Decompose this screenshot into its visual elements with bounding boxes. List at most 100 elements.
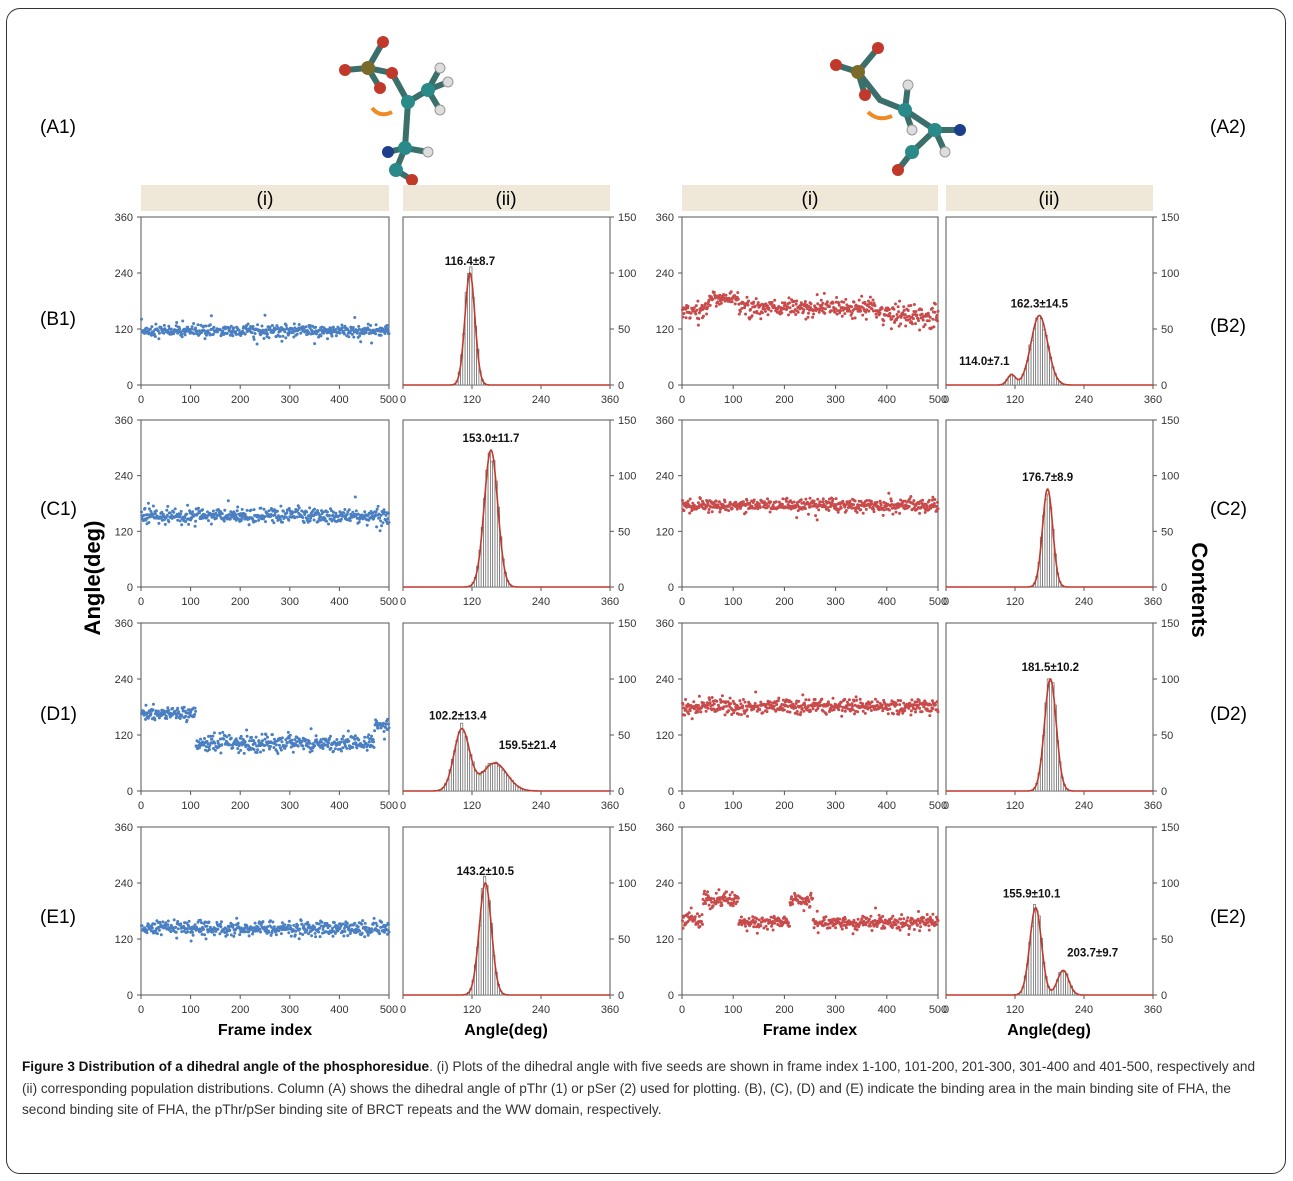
data-point — [739, 713, 743, 717]
data-point — [839, 506, 843, 510]
data-point — [257, 739, 261, 743]
data-point — [345, 921, 349, 925]
data-point — [213, 741, 217, 745]
data-point — [319, 334, 323, 338]
x-tick-label: 360 — [1144, 800, 1162, 812]
y-tick-label: 0 — [1161, 582, 1167, 594]
data-point — [690, 717, 694, 721]
data-point — [788, 710, 792, 714]
data-point — [287, 518, 291, 522]
x-tick-label: 0 — [943, 1004, 949, 1016]
data-point — [821, 497, 825, 501]
data-point — [190, 325, 194, 329]
data-point — [351, 510, 355, 514]
data-point — [933, 498, 937, 501]
data-point — [331, 510, 335, 514]
data-point — [172, 918, 176, 922]
column-header: (ii) — [1038, 189, 1059, 210]
data-point — [145, 326, 149, 330]
data-point — [382, 508, 386, 512]
data-point — [738, 699, 742, 703]
data-point — [844, 509, 848, 512]
y-tick-label: 120 — [656, 730, 674, 742]
data-point — [157, 521, 161, 525]
data-point — [710, 900, 714, 904]
data-point — [247, 934, 251, 938]
data-point — [880, 306, 884, 310]
data-point — [852, 300, 856, 304]
y-tick-label: 240 — [656, 471, 674, 483]
y-tick-label: 0 — [618, 990, 624, 1002]
data-point — [180, 523, 184, 527]
data-point — [179, 512, 183, 516]
data-point — [686, 304, 690, 308]
data-point — [259, 333, 262, 337]
x-tick-label: 500 — [929, 394, 947, 406]
data-point — [218, 731, 222, 735]
data-point — [756, 301, 760, 305]
data-point — [932, 502, 936, 505]
data-point — [879, 503, 883, 507]
data-point — [248, 739, 252, 743]
data-point — [920, 710, 924, 714]
data-point — [716, 300, 720, 304]
data-point — [755, 931, 759, 935]
data-point — [821, 500, 825, 504]
data-point — [298, 927, 302, 931]
data-point — [161, 512, 165, 516]
x-tick-label: 500 — [380, 800, 398, 812]
data-point — [741, 698, 745, 701]
data-point — [365, 748, 369, 752]
data-point — [284, 738, 288, 742]
data-point — [191, 930, 195, 934]
x-tick-label: 100 — [181, 1004, 199, 1016]
data-point — [371, 737, 375, 741]
data-point — [844, 297, 848, 301]
data-point — [277, 743, 281, 747]
data-point — [384, 722, 388, 726]
data-point — [823, 504, 827, 508]
data-point — [284, 744, 288, 748]
data-point — [143, 506, 147, 510]
data-point — [819, 298, 823, 302]
data-point — [895, 318, 898, 322]
data-point — [728, 297, 732, 301]
data-point — [191, 510, 195, 514]
data-point — [814, 514, 818, 518]
data-point — [264, 328, 268, 332]
data-point — [931, 495, 935, 499]
data-point — [179, 509, 183, 513]
data-point — [270, 324, 274, 327]
plot-area — [681, 826, 939, 996]
data-point — [892, 712, 895, 716]
data-point — [198, 927, 202, 931]
data-point — [259, 930, 262, 934]
data-point — [696, 323, 700, 327]
data-point — [843, 709, 847, 713]
data-point — [378, 516, 382, 520]
data-point — [720, 694, 724, 698]
data-point — [914, 310, 918, 313]
data-point — [321, 744, 324, 748]
peak-label: 143.2±10.5 — [457, 866, 515, 878]
data-point — [146, 513, 150, 517]
y-tick-label: 0 — [668, 786, 674, 798]
data-point — [687, 712, 691, 716]
data-point — [153, 512, 157, 516]
data-point — [155, 932, 159, 936]
data-point — [165, 717, 169, 720]
data-point — [715, 699, 719, 703]
y-tick-label: 0 — [127, 786, 133, 798]
x-tick-label: 400 — [878, 1004, 896, 1016]
data-point — [792, 310, 796, 314]
data-point — [812, 499, 816, 503]
data-point — [681, 919, 684, 923]
data-point — [297, 506, 301, 510]
data-point — [696, 501, 700, 505]
data-point — [232, 517, 236, 520]
data-point — [741, 704, 745, 708]
x-tick-label: 0 — [943, 596, 949, 608]
data-point — [363, 510, 367, 514]
data-point — [788, 301, 791, 305]
